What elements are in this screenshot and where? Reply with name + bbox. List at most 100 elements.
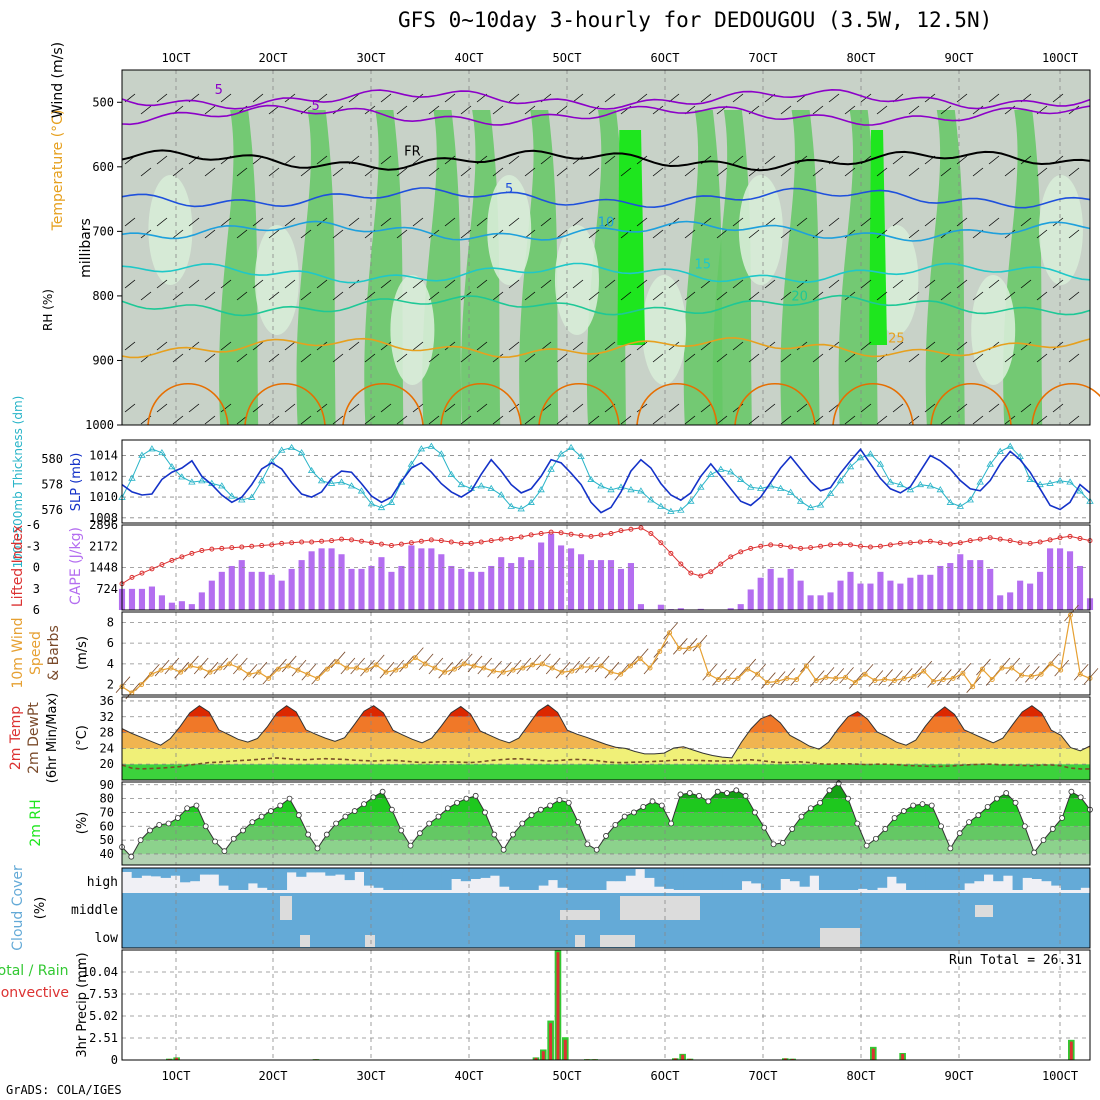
rh-point — [761, 824, 768, 831]
wind-barb — [924, 279, 936, 289]
thickness-point — [956, 502, 964, 509]
contour-label: 25 — [888, 332, 905, 347]
thickness-point — [178, 473, 186, 480]
lifted-index-line — [121, 527, 1091, 585]
rh-point — [854, 820, 861, 827]
wind-barb — [652, 291, 664, 301]
cloud-high-cell — [315, 868, 326, 873]
wind-barb — [876, 167, 888, 177]
wind-speed-point — [315, 675, 321, 681]
temp-bands — [122, 704, 1090, 780]
lifted-index-point — [1027, 540, 1033, 546]
cape-bar — [358, 568, 365, 610]
rh-point — [212, 838, 218, 845]
rh-band — [122, 783, 1090, 799]
cape-bar — [208, 580, 215, 610]
cloud-high-cell — [489, 868, 501, 876]
wind-barb — [1052, 341, 1064, 351]
wind-frame — [121, 611, 1091, 696]
cape-bar — [587, 560, 595, 610]
wind-barb — [908, 353, 920, 363]
wind-speed-point — [852, 680, 858, 686]
upper-air-frame — [121, 69, 1091, 426]
thickness-point — [707, 470, 715, 477]
wind-barb — [972, 167, 984, 177]
wind-speed-point — [217, 665, 223, 671]
cape-bar — [897, 583, 904, 610]
cloud-high-cell — [286, 868, 297, 873]
wind-barb — [988, 403, 1000, 413]
lifted-index-point — [698, 573, 704, 579]
wind-barb — [412, 279, 424, 289]
rh-point — [435, 813, 442, 820]
thickness-point — [647, 496, 655, 503]
wind-barb — [556, 353, 568, 363]
wind-barb — [876, 105, 888, 115]
cloud-high-cell — [460, 868, 471, 882]
wind-barb — [844, 415, 856, 425]
wind-barb — [764, 217, 776, 227]
rh-point — [724, 790, 730, 796]
cape-bar — [458, 568, 465, 610]
contour-label: 5 — [505, 182, 513, 197]
contour-label: 20 — [791, 290, 808, 305]
wind-speed-point — [451, 666, 457, 672]
cape-bar — [438, 554, 445, 610]
cape-bar — [318, 548, 325, 610]
wind-barb — [924, 341, 936, 351]
thickness-point — [1036, 480, 1044, 488]
wind-barb — [604, 217, 616, 227]
wind-barb — [876, 291, 888, 301]
lifted-index-point — [149, 566, 155, 572]
rh-point — [286, 795, 293, 802]
lifted-index-point — [907, 540, 913, 546]
rh-point — [966, 819, 972, 826]
wind-speed-point — [422, 661, 428, 667]
wind-barb — [1020, 279, 1032, 289]
cloud-high-cell — [586, 868, 597, 890]
cloud-high-cell — [383, 868, 394, 890]
rh-tick: 80 — [100, 792, 114, 806]
wind-barb — [348, 341, 360, 351]
wind-barb — [1004, 291, 1016, 301]
lifted-index-point — [498, 536, 504, 542]
rh-point — [510, 831, 516, 838]
cape-bar — [607, 560, 615, 610]
rh-moist-column-11 — [925, 110, 965, 425]
wind-speed-point — [627, 663, 633, 669]
wind-barb — [156, 93, 168, 103]
cloud-high-cell — [596, 868, 607, 890]
rh-point — [174, 815, 181, 821]
thickness-point — [317, 477, 326, 484]
cloud-high-cell — [160, 868, 171, 878]
rh-point — [416, 830, 423, 837]
lifted-index-point — [1007, 538, 1013, 544]
rh-point — [1012, 799, 1019, 806]
thickness-point — [657, 502, 665, 509]
wind-speed-point — [579, 664, 585, 670]
wind-barb — [460, 353, 472, 363]
cloud-high-cell — [983, 868, 994, 875]
lifted-index-point — [309, 539, 315, 545]
thickness-point — [587, 475, 595, 482]
wind-barb — [156, 403, 168, 413]
thickness-point — [697, 483, 705, 490]
rh-point — [891, 815, 898, 821]
wind-barb — [796, 403, 808, 413]
lifted-index-point — [289, 540, 295, 546]
wind-barb — [300, 167, 312, 177]
wind-barb — [1020, 403, 1032, 413]
wind-barb — [460, 415, 472, 425]
wind-barb — [492, 291, 504, 301]
rh-band — [122, 840, 1090, 854]
cape-bar — [637, 604, 644, 610]
wind-barb — [1068, 415, 1080, 425]
li-tick: 3 — [33, 582, 40, 596]
thickness-point — [876, 460, 885, 467]
temp-30-contour — [832, 382, 914, 426]
wind-barb — [332, 167, 344, 177]
wind-barb — [620, 291, 632, 301]
cape-bar — [967, 560, 974, 610]
wind-tick: 6 — [107, 636, 114, 650]
